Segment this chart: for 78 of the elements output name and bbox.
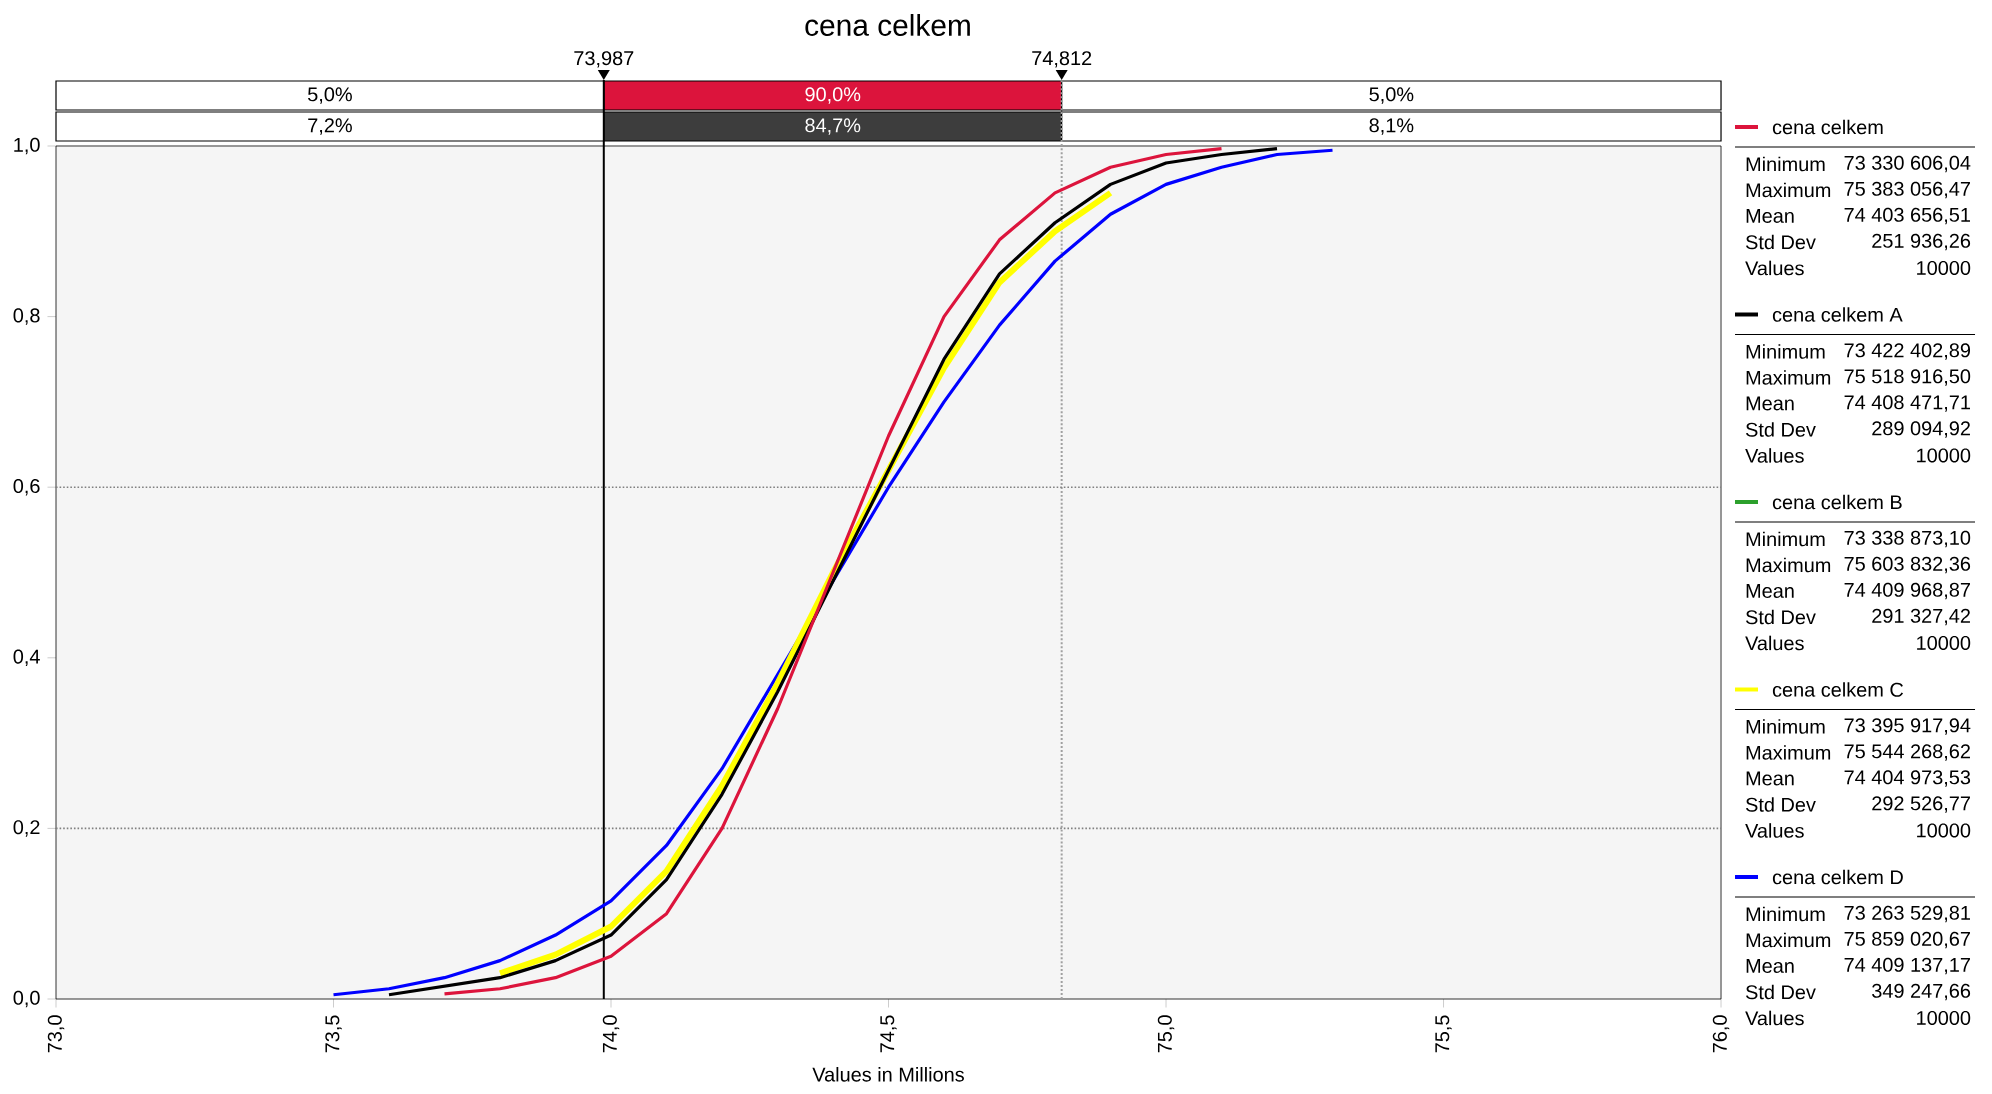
text: 73 422 402,89 <box>1844 343 1971 360</box>
text: 74 403 656,51 <box>1844 207 1970 225</box>
text: Minimum <box>1746 906 1825 922</box>
y-tick-label: 0,4 <box>13 649 40 667</box>
text: Std Dev <box>1745 609 1816 625</box>
x-tick-label: 73,0 <box>47 1015 65 1053</box>
text: Std Dev <box>1745 422 1816 437</box>
legend-label: cena celkem D <box>1772 869 1903 885</box>
text: 73 330 606,04 <box>1844 155 1971 173</box>
text: 289 094,92 <box>1872 421 1970 438</box>
text: Minimum <box>1746 531 1825 547</box>
text: 90,0% <box>805 87 861 104</box>
y-tick-label: 0,2 <box>13 820 40 837</box>
text: 75 859 020,67 <box>1844 931 1970 949</box>
text: 75 544 268,62 <box>1844 744 1970 761</box>
x-tick-label: 75,5 <box>1435 1015 1452 1053</box>
text: Std Dev <box>1745 797 1816 812</box>
text: Values <box>1745 260 1804 276</box>
text: 75 603 832,36 <box>1844 556 1971 574</box>
legend-label: cena celkem B <box>1772 494 1902 510</box>
ref-line-label: 74,812 <box>1032 51 1092 68</box>
text: Mean <box>1746 209 1794 223</box>
chart-title: cena celkem <box>805 14 970 36</box>
text: 5,0% <box>1369 87 1414 104</box>
x-tick-label: 74,5 <box>880 1015 897 1053</box>
text: 291 327,42 <box>1872 608 1970 626</box>
text: Minimum <box>1746 344 1825 359</box>
x-tick-label: 76,0 <box>1712 1015 1730 1053</box>
text: Maximum <box>1746 370 1831 385</box>
text: 74 409 137,17 <box>1844 957 1970 975</box>
x-axis-title: Values in Millions <box>812 1067 964 1082</box>
text: 5,0% <box>308 87 352 104</box>
x-tick-label: 74,0 <box>602 1015 620 1053</box>
text: 292 526,77 <box>1872 796 1970 813</box>
text: Mean <box>1746 959 1794 973</box>
text: 349 247,66 <box>1872 983 1971 1001</box>
text: Std Dev <box>1745 234 1816 250</box>
text: Maximum <box>1746 557 1831 573</box>
text: Mean <box>1746 584 1794 598</box>
text: 10000 <box>1917 823 1971 838</box>
text: Values <box>1745 448 1804 463</box>
text: 7,2% <box>308 118 352 135</box>
x-tick-label: 73,5 <box>325 1015 342 1053</box>
text: 10000 <box>1917 635 1971 651</box>
text: Minimum <box>1746 156 1825 172</box>
y-tick-label: 0,6 <box>13 478 40 496</box>
text: Values <box>1745 823 1804 838</box>
text: Mean <box>1746 771 1794 786</box>
text: Maximum <box>1746 932 1831 948</box>
text: 75 518 916,50 <box>1844 369 1971 386</box>
text: 73 338 873,10 <box>1844 530 1971 548</box>
text: Std Dev <box>1745 984 1816 1000</box>
x-tick-label: 75,0 <box>1157 1015 1175 1053</box>
text: Maximum <box>1746 745 1831 760</box>
legend-label: cena celkem <box>1772 119 1883 135</box>
y-tick-label: 0,0 <box>13 990 40 1008</box>
text: Values <box>1745 635 1804 651</box>
text: 10000 <box>1917 260 1971 276</box>
text: 73 263 529,81 <box>1844 905 1970 923</box>
text: 74 404 973,53 <box>1844 770 1971 787</box>
text: Mean <box>1746 396 1794 411</box>
legend-label: cena celkem C <box>1772 682 1904 697</box>
legend-label: cena celkem A <box>1772 307 1903 322</box>
text: Minimum <box>1746 719 1825 734</box>
text: 8,1% <box>1369 118 1414 135</box>
text: 84,7% <box>805 118 861 135</box>
y-tick-label: 1,0 <box>14 137 40 155</box>
ref-line-label: 73,987 <box>574 51 634 68</box>
text: 73 395 917,94 <box>1844 718 1971 735</box>
y-tick-label: 0,8 <box>13 308 40 325</box>
text: 74 408 471,71 <box>1844 395 1970 412</box>
text: Values <box>1745 1010 1804 1026</box>
text: 74 409 968,87 <box>1844 582 1970 600</box>
text: 75 383 056,47 <box>1844 181 1970 199</box>
text: 10000 <box>1917 448 1971 463</box>
text: 10000 <box>1917 1010 1971 1026</box>
text: Maximum <box>1746 182 1831 198</box>
text: 251 936,26 <box>1872 233 1971 251</box>
